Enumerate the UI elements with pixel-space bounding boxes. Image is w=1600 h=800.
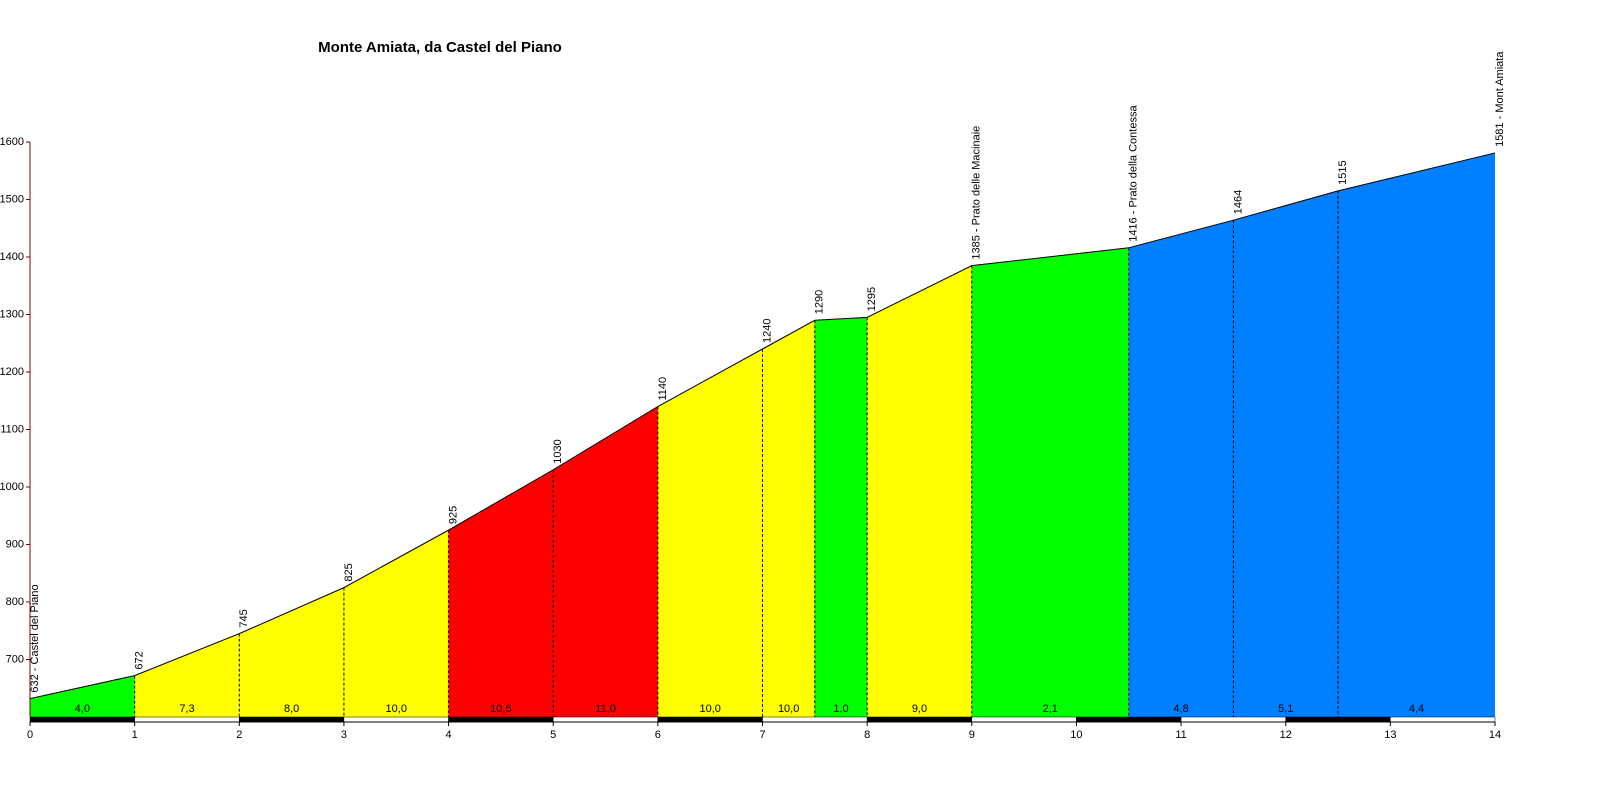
point-label: 672 <box>134 651 146 669</box>
gradient-segment <box>30 675 135 717</box>
point-label: 825 <box>343 563 355 581</box>
km-stripe <box>552 716 659 723</box>
gradient-segment <box>657 349 763 717</box>
x-tick-label: 1 <box>132 729 138 741</box>
km-stripe <box>1285 716 1391 723</box>
point-label: 1416 - Prato della Contessa <box>1128 105 1140 242</box>
gradient-label: 10,0 <box>386 703 407 715</box>
x-tick-label: 10 <box>1070 729 1082 741</box>
gradient-label: 9,0 <box>912 703 927 715</box>
point-label: 1140 <box>657 377 669 401</box>
gradient-segment <box>448 469 554 717</box>
point-label: 1030 <box>552 439 564 463</box>
profile-line <box>29 152 1496 700</box>
gradient-label: 10,0 <box>778 703 799 715</box>
y-tick-label: 1000 <box>0 481 24 493</box>
gradient-segment <box>553 406 658 717</box>
gradient-segment <box>239 587 344 717</box>
km-stripe <box>134 716 240 723</box>
y-tick-label: 1300 <box>0 308 24 320</box>
gradient-segment <box>343 530 449 717</box>
x-tick-label: 14 <box>1489 729 1501 741</box>
gradient-segment <box>1128 220 1234 717</box>
x-tick-label: 8 <box>864 729 870 741</box>
gradient-segment <box>971 247 1129 718</box>
gradient-label: 8,0 <box>284 703 299 715</box>
km-stripe <box>29 716 135 723</box>
km-stripe <box>762 716 868 723</box>
y-tick-label: 700 <box>6 653 24 665</box>
x-tick-label: 13 <box>1384 729 1396 741</box>
km-stripe <box>239 716 345 723</box>
gradient-segment <box>814 317 868 717</box>
x-tick-label: 2 <box>236 729 242 741</box>
y-tick-label: 1500 <box>0 193 24 205</box>
gradient-label: 4,0 <box>75 703 90 715</box>
x-tick-label: 12 <box>1280 729 1292 741</box>
km-stripe <box>448 716 554 723</box>
km-stripe <box>657 716 763 723</box>
gradient-segment <box>1233 190 1339 717</box>
y-tick-label: 1400 <box>0 251 24 263</box>
point-label: 1515 <box>1337 160 1349 184</box>
gradient-label: 2,1 <box>1043 703 1058 715</box>
point-label: 1385 - Prato delle Macinaie <box>971 126 983 260</box>
y-tick-label: 900 <box>6 538 24 550</box>
gradient-segment <box>1338 152 1495 718</box>
x-tick-label: 0 <box>27 729 33 741</box>
km-stripe <box>1390 716 1496 723</box>
point-label: 745 <box>238 609 250 627</box>
point-label: 1295 <box>866 287 878 311</box>
x-tick-label: 9 <box>969 729 975 741</box>
point-label: 1464 <box>1232 190 1244 214</box>
gradient-segment <box>867 265 972 717</box>
point-label: 1240 <box>761 319 773 343</box>
gradient-label: 7,3 <box>179 703 194 715</box>
km-stripe <box>971 716 1077 723</box>
gradient-label: 4,8 <box>1173 703 1188 715</box>
x-tick-label: 6 <box>655 729 661 741</box>
km-stripe <box>1180 716 1286 723</box>
point-label: 632 - Castel del Piano <box>29 584 41 692</box>
gradient-label: 1,0 <box>833 703 848 715</box>
chart-title: Monte Amiata, da Castel del Piano <box>318 39 562 56</box>
point-label: 1290 <box>814 290 826 314</box>
gradient-segment <box>134 633 240 717</box>
y-tick-label: 1600 <box>0 136 24 148</box>
y-tick-label: 1100 <box>0 423 24 435</box>
gradient-segment <box>762 320 815 717</box>
gradient-label: 11,0 <box>595 703 616 715</box>
km-stripe <box>1076 716 1182 723</box>
gradient-label: 10,5 <box>490 703 511 715</box>
x-tick-label: 7 <box>759 729 765 741</box>
km-stripe <box>343 716 449 723</box>
gradient-label: 4,4 <box>1409 703 1424 715</box>
x-tick-label: 3 <box>341 729 347 741</box>
x-tick-label: 11 <box>1175 729 1186 741</box>
y-tick-label: 800 <box>6 596 24 608</box>
x-tick-label: 5 <box>550 729 556 741</box>
gradient-label: 5,1 <box>1278 703 1293 715</box>
point-label: 925 <box>447 506 459 524</box>
y-tick-label: 1200 <box>0 366 24 378</box>
x-tick-label: 4 <box>446 729 452 741</box>
km-stripe <box>866 716 973 723</box>
point-label: 1581 - Mont Amiata <box>1494 51 1506 147</box>
gradient-label: 10,0 <box>699 703 720 715</box>
